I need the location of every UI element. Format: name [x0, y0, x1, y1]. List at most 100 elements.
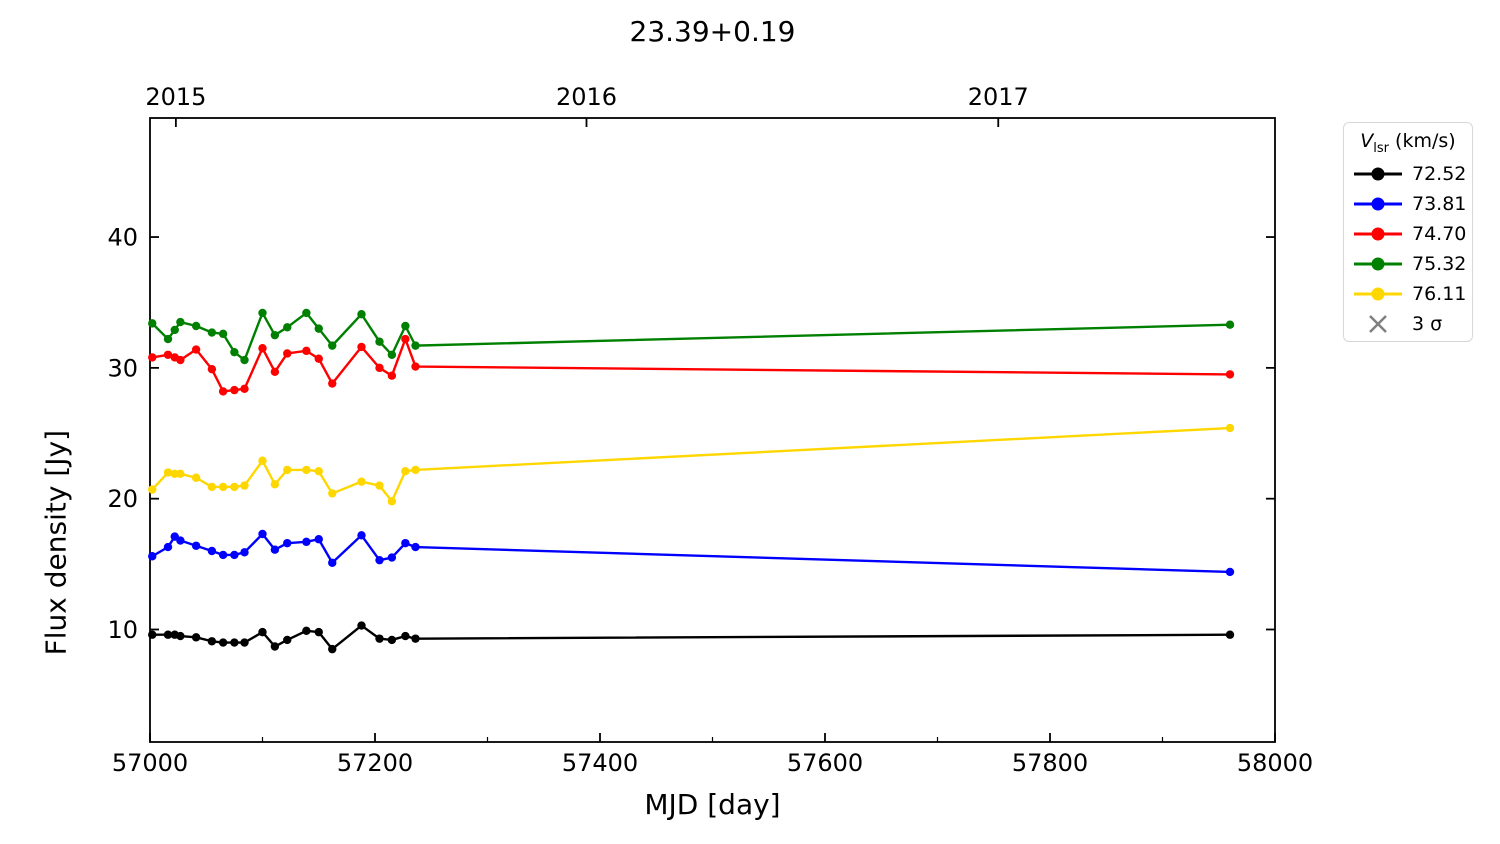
series-line: [151, 532, 1232, 574]
data-point-marker: [270, 330, 280, 340]
data-point-marker: [411, 341, 420, 350]
data-point-marker: [191, 321, 201, 331]
x-axis-label: MJD [day]: [644, 788, 781, 821]
data-point-marker: [328, 341, 337, 350]
legend-line-marker-icon: [1354, 257, 1402, 271]
data-point-marker: [302, 308, 311, 318]
year-tick-label: 2015: [145, 83, 206, 111]
data-point-marker: [401, 334, 410, 344]
data-point-marker: [1225, 370, 1235, 379]
data-point-marker: [240, 355, 249, 365]
data-point-marker: [176, 631, 185, 641]
legend-entry: 75.32: [1344, 249, 1472, 279]
legend-label: 73.81: [1412, 192, 1467, 215]
data-point-marker: [270, 642, 280, 651]
legend-title-subscript: lsr: [1373, 140, 1390, 156]
data-point-marker: [240, 384, 249, 393]
data-point-marker: [375, 481, 384, 490]
data-point-marker: [163, 350, 173, 359]
data-point-marker: [240, 548, 249, 557]
series-76.11: [148, 423, 1235, 506]
data-point-marker: [302, 346, 311, 356]
data-point-marker: [401, 467, 410, 476]
x-tick-label: 57600: [787, 749, 863, 777]
data-point-marker: [207, 364, 217, 374]
data-point-marker: [191, 345, 201, 354]
data-point-marker: [328, 558, 337, 567]
data-point-marker: [314, 535, 323, 544]
data-point-marker: [230, 385, 239, 395]
data-point-marker: [302, 537, 311, 547]
data-point-marker: [375, 337, 384, 346]
data-point-marker: [148, 630, 157, 639]
y-tick-label: 40: [107, 224, 138, 252]
data-point-marker: [1225, 320, 1235, 329]
chart-title: 23.39+0.19: [629, 15, 796, 48]
data-point-marker: [163, 468, 173, 477]
data-point-marker: [314, 324, 323, 333]
y-tick-label: 10: [107, 616, 138, 644]
legend-label: 76.11: [1412, 282, 1467, 305]
y-tick-label: 30: [107, 354, 138, 382]
legend-entry: 72.52: [1344, 159, 1472, 189]
legend-label: 74.70: [1412, 222, 1467, 245]
x-tick-label: 57800: [1012, 749, 1088, 777]
data-point-marker: [258, 456, 267, 465]
data-point-marker: [148, 485, 157, 494]
data-point-marker: [1225, 567, 1235, 577]
data-point-marker: [240, 481, 249, 490]
data-point-marker: [357, 621, 366, 630]
legend-line-marker-icon: [1354, 167, 1402, 181]
data-point-marker: [218, 638, 228, 647]
series-line: [151, 337, 1232, 393]
data-point-marker: [207, 482, 217, 492]
data-point-marker: [218, 482, 228, 492]
series-72.52: [148, 621, 1235, 654]
series-74.70: [148, 334, 1235, 396]
legend-entry: 74.70: [1344, 219, 1472, 249]
data-point-marker: [314, 354, 323, 363]
data-point-marker: [163, 334, 173, 344]
data-point-marker: [191, 541, 201, 550]
data-point-marker: [357, 310, 366, 319]
legend: Vlsr (km/s) 72.52 73.81 74.70 75.32 76.11 3 σ: [1343, 122, 1473, 342]
x-tick-label: 57200: [337, 749, 413, 777]
y-axis-ticks: 10 20 30 40: [107, 224, 1275, 644]
legend-label: 72.52: [1412, 162, 1467, 185]
plot-border: [149, 117, 1276, 743]
data-point-marker: [411, 465, 420, 475]
data-point-marker: [176, 317, 185, 327]
data-point-marker: [283, 635, 292, 645]
data-point-marker: [375, 634, 384, 643]
data-point-marker: [357, 531, 366, 540]
legend-line-marker-icon: [1354, 197, 1402, 211]
data-point-marker: [258, 529, 267, 539]
data-point-marker: [230, 482, 239, 492]
top-axis-ticks: 2015 2016 2017: [145, 83, 1029, 127]
data-point-marker: [207, 328, 217, 337]
legend-entry: 76.11: [1344, 279, 1472, 309]
legend-line-marker-icon: [1354, 227, 1402, 241]
data-point-marker: [230, 550, 239, 560]
year-tick-label: 2017: [968, 83, 1029, 111]
data-point-marker: [283, 538, 292, 548]
data-point-marker: [218, 550, 228, 560]
data-point-marker: [1225, 423, 1235, 433]
data-point-marker: [387, 553, 397, 562]
data-point-marker: [258, 627, 267, 637]
series-75.32: [148, 308, 1235, 365]
data-point-marker: [270, 480, 280, 489]
data-point-marker: [387, 371, 397, 380]
data-point-marker: [207, 637, 217, 646]
legend-title-units: (km/s): [1389, 130, 1456, 152]
data-point-marker: [191, 473, 201, 482]
data-point-marker: [411, 362, 420, 371]
data-point-marker: [148, 353, 157, 362]
data-point-marker: [176, 469, 185, 479]
data-point-marker: [314, 467, 323, 476]
axes-frame: [149, 117, 1276, 743]
legend-label: 75.32: [1412, 252, 1467, 275]
data-point-marker: [411, 634, 420, 643]
